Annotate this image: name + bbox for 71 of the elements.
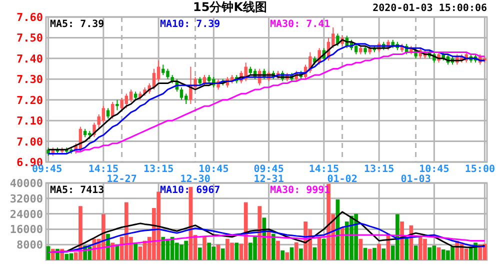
candlestick <box>106 108 110 119</box>
bar <box>64 254 69 260</box>
y-tick-label: 7.00 <box>16 135 43 148</box>
x-tick-label: 15:00 <box>464 164 495 175</box>
text: MA30: 7.41 <box>270 19 330 30</box>
x-tick-label: 10:45 <box>419 164 450 175</box>
bar <box>234 242 239 260</box>
bar <box>280 250 285 260</box>
bar <box>110 242 115 260</box>
candlestick <box>116 99 119 111</box>
x-tick-label: 13:15 <box>364 164 394 175</box>
bar <box>276 240 280 260</box>
y-tick-label: 7.50 <box>16 32 43 45</box>
y-tick-label: 24000 <box>10 208 43 221</box>
chart-title: 15分钟K线图 <box>193 0 267 14</box>
text: MA5: 7.39 <box>50 19 104 30</box>
bar <box>400 222 404 260</box>
y-tick-label: 7.30 <box>16 73 43 86</box>
bar <box>198 247 202 260</box>
bar <box>414 246 418 260</box>
y-tick-label: 7.40 <box>16 52 43 66</box>
candlestick <box>129 89 133 102</box>
x-tick-label: 01-03 <box>400 174 431 185</box>
bar <box>377 244 381 260</box>
bar <box>207 242 212 260</box>
chart-subtitle: 2020-01-03 15:00:06 <box>372 3 487 14</box>
bar <box>317 236 322 260</box>
text: MA10: 7.39 <box>160 19 220 30</box>
bar <box>372 248 376 260</box>
bar <box>220 248 225 260</box>
bar <box>202 236 206 260</box>
y-tick-label: 32000 <box>10 192 43 206</box>
bar <box>134 242 138 260</box>
bar <box>299 248 303 260</box>
y-tick-label: 7.60 <box>16 11 43 24</box>
y-tick-label: 7.10 <box>16 114 43 128</box>
candlestick <box>180 86 184 100</box>
y-tick-label: 16000 <box>10 223 43 236</box>
line-series <box>48 234 486 254</box>
y-tick-label: 7.20 <box>16 94 43 107</box>
x-tick-label: 10:45 <box>198 164 229 175</box>
x-tick-label: 12-30 <box>180 174 210 185</box>
bar <box>285 252 290 260</box>
bar <box>404 236 409 260</box>
bar <box>428 247 432 260</box>
text: MA10: 6967 <box>160 185 220 196</box>
bar <box>244 202 248 260</box>
candlestick <box>354 43 358 55</box>
bar <box>294 242 298 260</box>
bar <box>464 248 468 260</box>
bar <box>322 238 326 260</box>
x-tick-label: 13:15 <box>143 164 174 175</box>
text: MA5: 7413 <box>50 185 104 196</box>
bar <box>101 214 106 260</box>
bar <box>161 236 166 260</box>
bar <box>216 244 220 260</box>
x-tick-label: 12-27 <box>106 174 137 185</box>
x-tick-label: 14:15 <box>88 164 118 175</box>
x-tick-label: 01-02 <box>327 174 358 185</box>
x-tick-label: 14:15 <box>308 164 339 175</box>
y-tick-label: 8000 <box>16 238 43 252</box>
bar <box>395 214 400 260</box>
y-tick-label: 40000 <box>10 177 43 190</box>
bar <box>368 248 372 260</box>
bar <box>271 234 276 260</box>
bar <box>363 248 368 260</box>
bar <box>258 206 262 260</box>
bar <box>382 248 386 260</box>
candlestick <box>336 33 340 46</box>
x-tick-label: 09:45 12-31 <box>254 164 284 185</box>
bar <box>358 238 363 260</box>
